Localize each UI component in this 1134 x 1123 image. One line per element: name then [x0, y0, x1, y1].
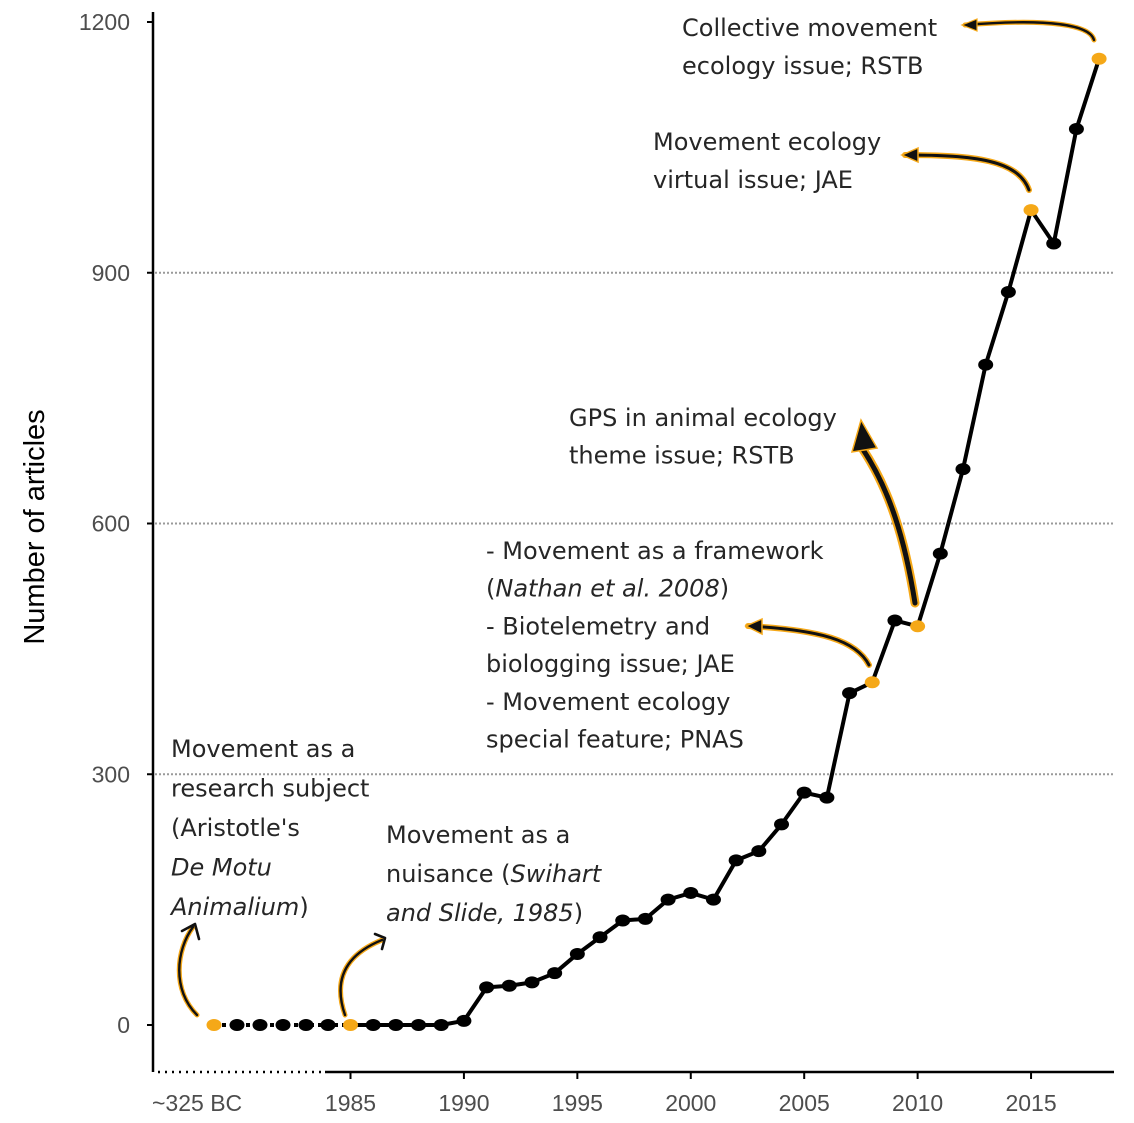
data-point: [819, 791, 835, 804]
annotation-framework: - Movement as a framework (Nathan et al. …: [486, 537, 824, 754]
data-point: [1046, 237, 1062, 250]
y-ticks: 0 300 600 900 1200: [79, 9, 153, 1038]
arrowhead-framework: [744, 617, 763, 636]
annotations: Movement as a research subject (Aristotle'…: [169, 14, 937, 927]
x-tick-label: ~325 BC: [152, 1090, 242, 1116]
data-point: [524, 976, 540, 989]
arrow-nuisance: [339, 938, 384, 1017]
y-tick-label: 300: [92, 761, 130, 787]
data-point: [320, 1019, 336, 1031]
data-point: [842, 687, 858, 700]
highlighted-point: [1023, 204, 1039, 217]
data-point: [660, 893, 676, 906]
arrow-virtual: [903, 153, 1031, 192]
y-tick-label: 0: [117, 1012, 130, 1038]
data-point: [229, 1019, 245, 1031]
data-point: [887, 614, 903, 627]
annotation-collective: Collective movement ecology issue; RSTB: [682, 14, 937, 80]
x-tick-label: 2010: [892, 1090, 943, 1116]
y-tick-label: 900: [92, 260, 130, 286]
annotation-arrows: [176, 18, 1097, 1018]
annotation-nuisance: Movement as a nuisance (Swihart and Slide,…: [386, 821, 603, 927]
data-point: [252, 1019, 268, 1031]
highlighted-point: [864, 676, 880, 689]
y-tick-label: 1200: [79, 9, 130, 35]
arrowhead-nuisance: [373, 932, 387, 951]
arrowhead-virtual: [900, 146, 919, 164]
x-tick-label: 1985: [325, 1090, 376, 1116]
data-point: [547, 967, 563, 980]
data-point: [1000, 285, 1016, 298]
x-tick-label: 1990: [438, 1090, 489, 1116]
x-ticks: ~325 BC 1985 1990 1995 2000 2005 2010 2015: [152, 1072, 1057, 1116]
data-point: [433, 1019, 449, 1031]
highlighted-point: [1091, 52, 1107, 65]
highlighted-point: [206, 1019, 222, 1031]
data-point: [615, 914, 631, 927]
highlighted-point: [910, 620, 926, 633]
arrow-collective: [962, 19, 1097, 43]
arrow-virtual: [902, 152, 1032, 193]
data-point: [411, 1019, 427, 1031]
data-point: [932, 547, 948, 560]
annotation-virtual: Movement ecology virtual issue; JAE: [653, 128, 881, 194]
y-axis-title: Number of articles: [19, 409, 51, 644]
data-point: [1068, 122, 1084, 135]
annotation-gps: GPS in animal ecology theme issue; RSTB: [569, 404, 837, 470]
data-point: [978, 358, 994, 371]
series-line: [350, 58, 1102, 1027]
x-tick-label: 1995: [552, 1090, 603, 1116]
arrowhead-aristotle: [180, 922, 201, 941]
data-point: [796, 786, 812, 799]
y-tick-label: 600: [92, 511, 130, 537]
x-tick-label: 2015: [1005, 1090, 1056, 1116]
arrowhead-collective: [960, 18, 978, 32]
data-point: [683, 886, 699, 899]
highlighted-point: [343, 1019, 358, 1031]
data-point: [298, 1019, 314, 1031]
data-point: [592, 931, 608, 944]
arrow-collective: [963, 21, 1096, 42]
series-articles: [206, 52, 1107, 1031]
arrow-framework: [746, 624, 871, 667]
data-point: [637, 912, 653, 925]
data-point: [955, 463, 971, 476]
data-point: [705, 893, 721, 906]
arrow-gps: [859, 445, 918, 606]
annotation-aristotle: Movement as a research subject (Aristotle'…: [169, 735, 369, 921]
data-point: [569, 947, 585, 960]
x-tick-label: 2005: [779, 1090, 830, 1116]
data-point: [456, 1014, 472, 1027]
data-point: [275, 1019, 291, 1031]
data-point: [479, 981, 495, 994]
axes: [151, 12, 1114, 1074]
arrowhead-gps: [850, 418, 879, 453]
data-point: [501, 979, 517, 992]
arrow-aristotle: [178, 925, 199, 1017]
data-point: [728, 854, 744, 867]
x-tick-label: 2000: [665, 1090, 716, 1116]
data-point: [388, 1019, 404, 1031]
data-point: [774, 818, 790, 831]
arrow-gps: [857, 443, 920, 608]
data-point: [365, 1019, 381, 1031]
data-point: [751, 845, 767, 858]
